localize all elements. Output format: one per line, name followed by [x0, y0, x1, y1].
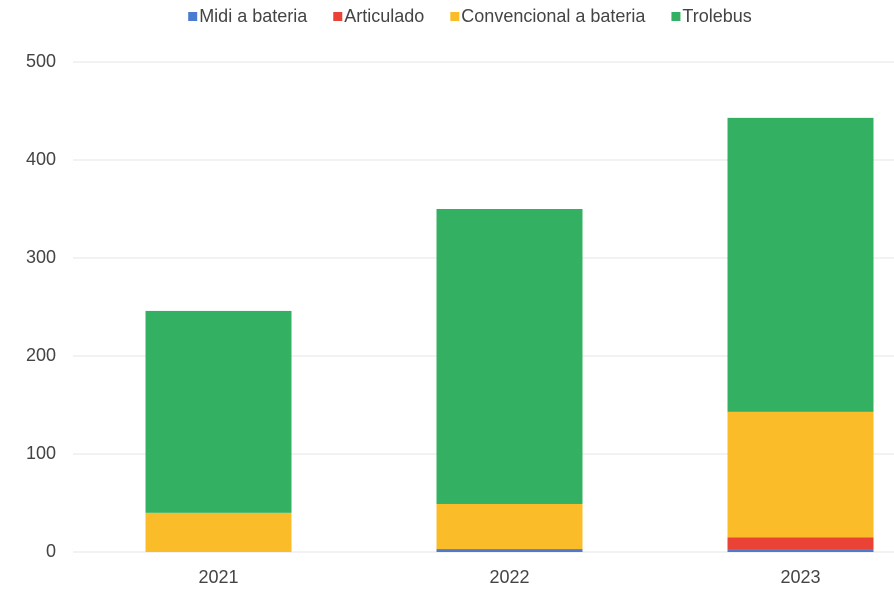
bar-segment: [436, 503, 583, 550]
legend-label: Convencional a bateria: [461, 6, 646, 26]
y-tick-label: 100: [26, 443, 56, 463]
bar-segment: [727, 537, 874, 550]
y-tick-label: 500: [26, 51, 56, 71]
legend-swatch: [188, 12, 198, 21]
bar-segment: [436, 209, 583, 504]
x-tick-label: 2022: [489, 567, 529, 587]
legend-label: Trolebus: [682, 6, 751, 26]
legend-label: Midi a bateria: [199, 6, 308, 26]
bar-segment: [436, 549, 583, 552]
bar-segment: [145, 310, 292, 513]
bar-segment: [145, 512, 292, 552]
y-tick-label: 400: [26, 149, 56, 169]
legend-swatch: [333, 12, 343, 21]
y-tick-label: 300: [26, 247, 56, 267]
bar-segment: [727, 117, 874, 412]
y-tick-label: 0: [46, 541, 56, 561]
x-tick-label: 2021: [198, 567, 238, 587]
legend-swatch: [671, 12, 681, 21]
legend-swatch: [450, 12, 460, 21]
y-tick-label: 200: [26, 345, 56, 365]
legend-label: Articulado: [344, 6, 424, 26]
x-tick-label: 2023: [780, 567, 820, 587]
bar-segment: [727, 549, 874, 552]
bar-segment: [727, 411, 874, 538]
